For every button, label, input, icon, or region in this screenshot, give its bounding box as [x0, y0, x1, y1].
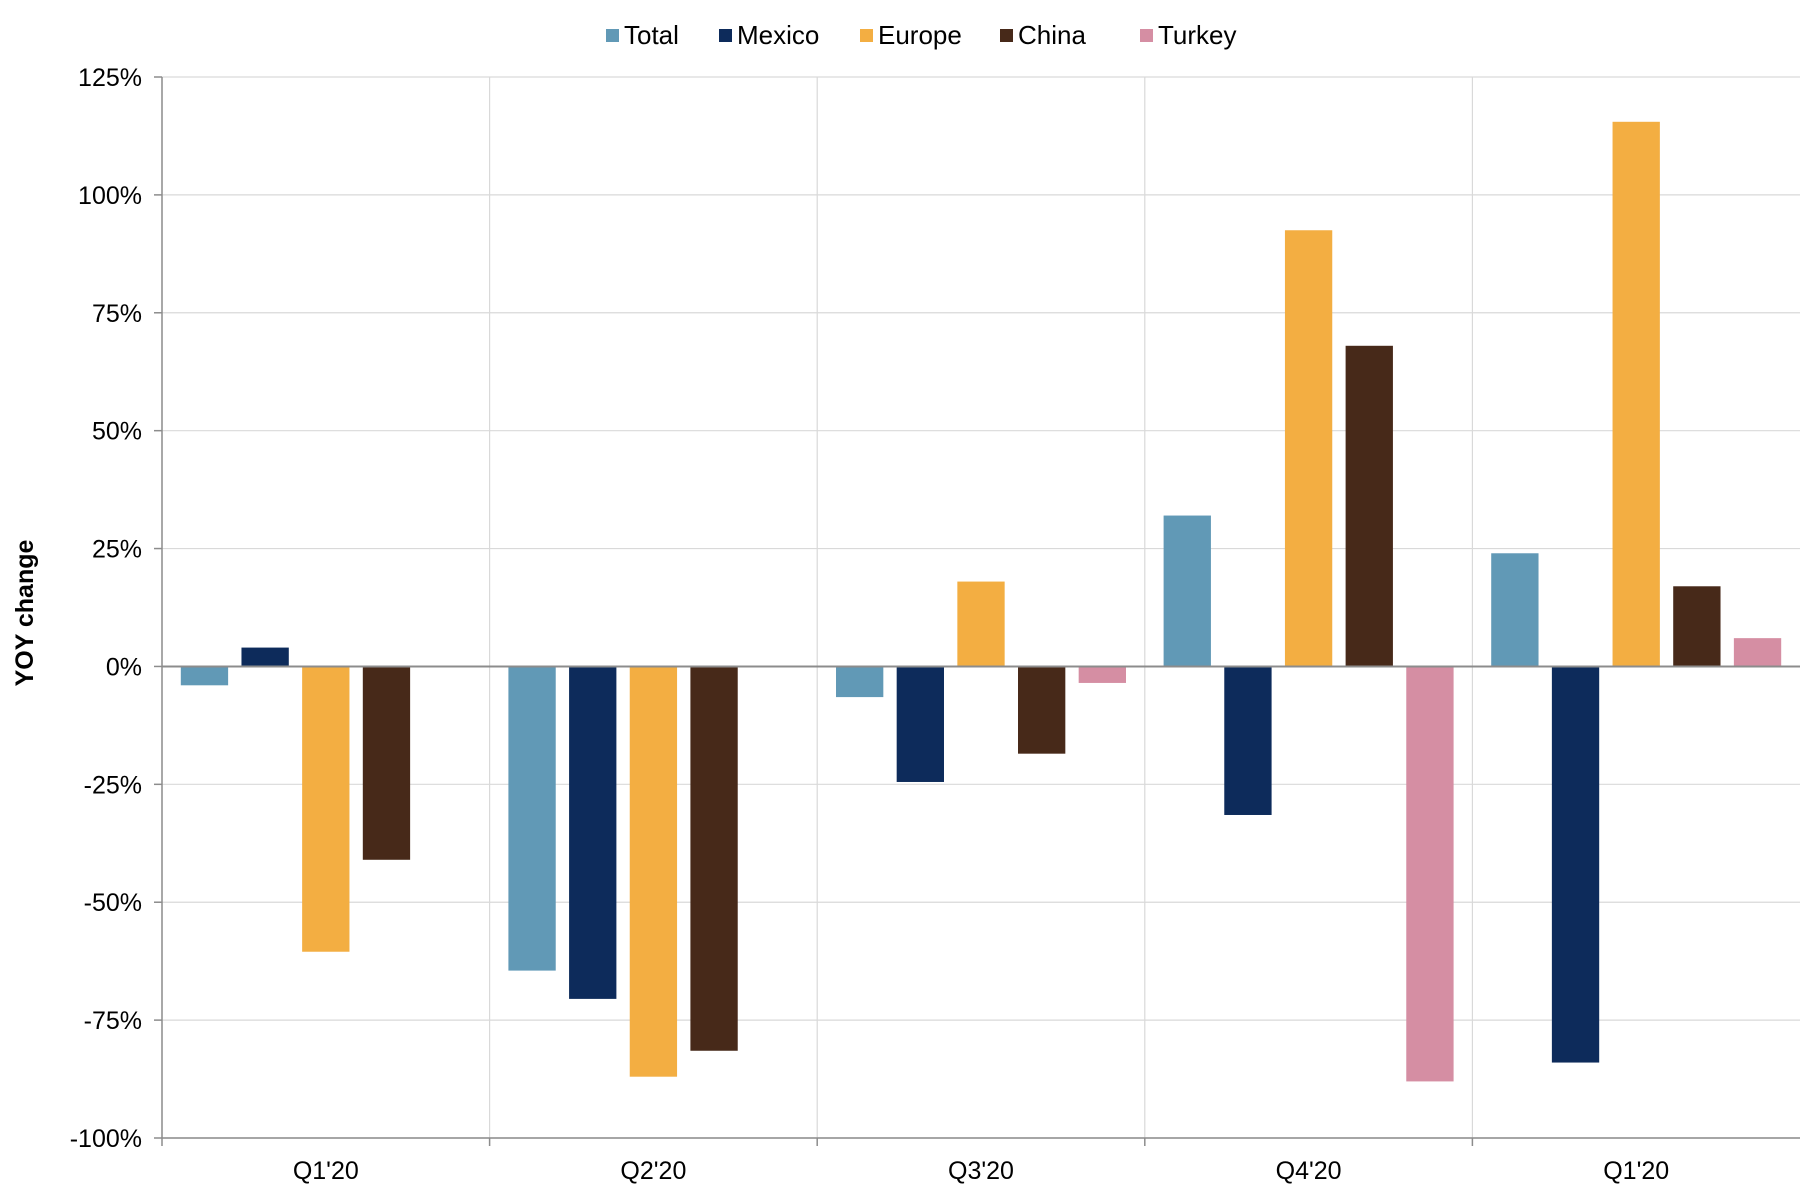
x-tick-label: Q1'20 — [1603, 1157, 1669, 1185]
bars-layer — [180, 121, 1782, 1082]
y-tick-label: 50% — [92, 418, 142, 446]
legend-label-total: Total — [624, 20, 679, 50]
bar-china-4 — [1673, 586, 1721, 667]
bar-turkey-2 — [1078, 666, 1126, 683]
y-tick-label: 75% — [92, 300, 142, 328]
legend-swatch-turkey — [1140, 29, 1153, 42]
bar-mexico-0 — [241, 647, 289, 667]
y-tick-label: 0% — [106, 653, 142, 681]
legend-label-mexico: Mexico — [737, 20, 819, 50]
bar-mexico-4 — [1551, 666, 1600, 1063]
bar-europe-1 — [629, 666, 678, 1077]
legend-swatch-china — [1000, 29, 1013, 42]
y-tick-label: -25% — [84, 771, 142, 799]
legend-label-europe: Europe — [878, 20, 962, 50]
x-tick-label: Q1'20 — [293, 1157, 359, 1185]
legend-swatch-europe — [860, 29, 873, 42]
legend-label-china: China — [1018, 20, 1086, 50]
x-tick-label: Q2'20 — [620, 1157, 686, 1185]
legend: Total Mexico Europe China Turkey — [606, 20, 1237, 50]
bar-europe-0 — [302, 666, 350, 952]
x-tick-label: Q3'20 — [948, 1157, 1014, 1185]
bar-europe-4 — [1612, 121, 1660, 667]
y-tick-label: 25% — [92, 536, 142, 564]
bar-turkey-3 — [1406, 666, 1454, 1082]
x-tick-label: Q4'20 — [1276, 1157, 1342, 1185]
bar-china-0 — [362, 666, 411, 860]
bar-mexico-2 — [896, 666, 944, 782]
bar-total-4 — [1491, 553, 1539, 667]
legend-label-turkey: Turkey — [1158, 20, 1237, 50]
bar-europe-3 — [1284, 230, 1333, 667]
bar-mexico-3 — [1224, 666, 1272, 815]
axes-layer: 125% 100% 75% 50% 25% 0% -25% -50% -75% -100% Q1'2… — [70, 64, 1800, 1185]
bar-turkey-4 — [1733, 638, 1782, 667]
bar-china-2 — [1018, 666, 1066, 754]
bar-china-1 — [690, 666, 738, 1051]
y-axis-label: YOY change — [11, 540, 39, 687]
legend-swatch-total — [606, 29, 619, 42]
bar-mexico-1 — [569, 666, 617, 999]
y-tick-label: -100% — [70, 1125, 142, 1153]
bar-total-0 — [180, 666, 229, 686]
legend-swatch-mexico — [719, 29, 732, 42]
y-tick-label: 100% — [78, 182, 142, 210]
bar-total-3 — [1163, 515, 1211, 667]
bar-china-3 — [1345, 345, 1393, 667]
y-tick-label: -50% — [84, 889, 142, 917]
y-tick-label: -75% — [84, 1007, 142, 1035]
bar-total-2 — [836, 666, 884, 698]
bar-total-1 — [508, 666, 556, 971]
bar-europe-2 — [957, 581, 1005, 667]
y-tick-label: 125% — [78, 64, 142, 92]
